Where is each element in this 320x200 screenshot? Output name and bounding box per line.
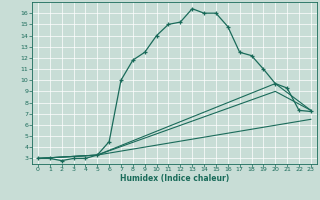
X-axis label: Humidex (Indice chaleur): Humidex (Indice chaleur) [120, 174, 229, 183]
